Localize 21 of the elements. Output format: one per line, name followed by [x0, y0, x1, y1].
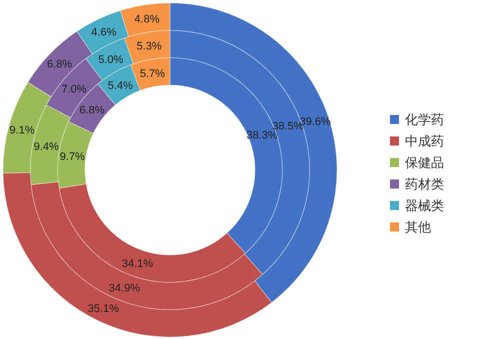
data-label: 6.8% — [47, 58, 72, 71]
data-label: 34.1% — [122, 258, 154, 270]
data-label: 7.0% — [61, 83, 87, 96]
data-label: 5.0% — [98, 54, 124, 66]
data-label: 9.1% — [10, 124, 35, 137]
legend-label: 器械类 — [405, 198, 444, 213]
data-label: 5.4% — [108, 80, 134, 92]
legend-label: 中成药 — [405, 134, 444, 148]
data-label: 34.9% — [108, 282, 140, 294]
data-label: 9.7% — [60, 151, 86, 164]
data-label: 5.3% — [136, 40, 162, 53]
data-label: 35.1% — [88, 303, 120, 316]
legend-label: 化学药 — [405, 112, 444, 127]
legend-label: 药材类 — [405, 176, 444, 192]
legend-label: 其他 — [405, 220, 431, 234]
data-label: 4.6% — [91, 26, 117, 39]
data-label: 4.8% — [134, 13, 160, 26]
data-label: 5.7% — [140, 68, 166, 80]
data-label: 6.8% — [80, 104, 105, 117]
data-label: 9.4% — [34, 141, 60, 154]
legend-label: 保健品 — [405, 155, 444, 170]
